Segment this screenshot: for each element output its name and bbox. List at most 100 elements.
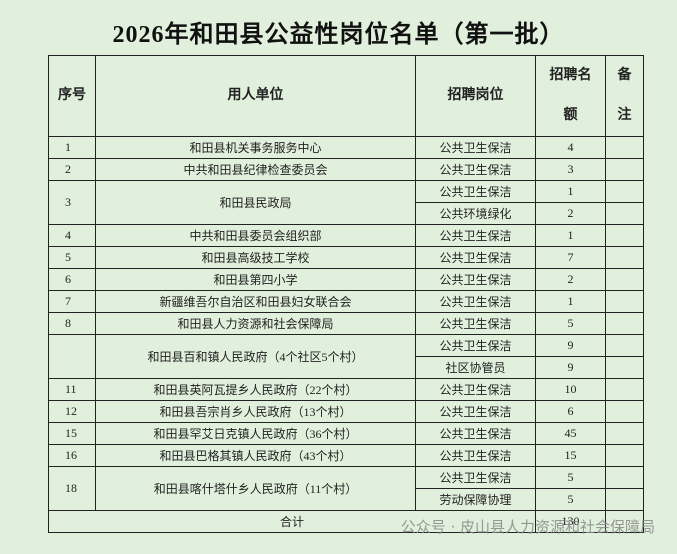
watermark: 公众号 · 皮山县人力资源和社会保障局 <box>400 518 655 536</box>
total-label: 合计 <box>48 510 536 533</box>
unit-cell: 和田县民政局 <box>95 180 416 225</box>
header-text: 序号 <box>58 88 86 103</box>
count-cell: 5 <box>535 312 606 335</box>
post-cell: 劳动保障协理 <box>415 488 536 511</box>
remark-cell <box>605 136 644 159</box>
header-text: 招聘岗位 <box>447 88 504 103</box>
table-row: 公共环境绿化 2 <box>49 202 644 225</box>
header-cell: 招聘岗位 <box>415 55 536 137</box>
table-row: 3 和田县民政局 公共卫生保洁 1 <box>48 180 644 225</box>
table-row: 4 中共和田县委员会组织部 公共卫生保洁 1 <box>48 224 644 247</box>
count-cell: 10 <box>535 378 606 401</box>
unit-cell: 和田县第四小学 <box>95 268 416 291</box>
count-cell: 15 <box>535 444 606 467</box>
remark-cell <box>605 488 644 511</box>
header-cell: 备注 <box>605 55 644 137</box>
count-cell: 5 <box>535 488 606 511</box>
serial-cell: 2 <box>48 158 96 181</box>
header-cell: 序号 <box>48 55 96 137</box>
table-row: 15 和田县罕艾日克镇人民政府（36个村） 公共卫生保洁 45 <box>48 422 644 445</box>
table-row: 5 和田县高级技工学校 公共卫生保洁 7 <box>48 246 644 269</box>
serial-cell: 12 <box>48 400 96 423</box>
title: 2026年和田县公益性岗位名单（第一批） <box>112 22 565 48</box>
header-text: 用人单位 <box>227 88 284 103</box>
header-row: 序号 用人单位 招聘岗位 招聘名额 备注 <box>48 55 644 137</box>
header-cell: 用人单位 <box>95 55 416 137</box>
serial-cell: 18 <box>48 466 96 511</box>
table-row: 18 和田县喀什塔什乡人民政府（11个村） 公共卫生保洁 5 <box>48 466 644 511</box>
remark-cell <box>605 444 644 467</box>
remark-cell <box>605 422 644 445</box>
serial-cell: 7 <box>48 290 96 313</box>
count-cell: 9 <box>535 334 606 357</box>
unit-cell: 和田县罕艾日克镇人民政府（36个村） <box>95 422 416 445</box>
count-cell: 3 <box>535 158 606 181</box>
table-row: 7 新疆维吾尔自治区和田县妇女联合会 公共卫生保洁 1 <box>48 290 644 313</box>
post-cell: 公共环境绿化 <box>415 202 536 225</box>
unit-cell: 和田县高级技工学校 <box>95 246 416 269</box>
remark-cell <box>605 466 644 489</box>
table-row: 8 和田县人力资源和社会保障局 公共卫生保洁 5 <box>48 312 644 335</box>
post-cell: 公共卫生保洁 <box>415 268 536 291</box>
serial-cell <box>48 334 96 379</box>
table-body: 1 和田县机关事务服务中心 公共卫生保洁 4 2 中共和田县纪律检查委员会 公共卫生保洁 3 3… <box>48 136 644 533</box>
post-cell: 公共卫生保洁 <box>415 290 536 313</box>
post-cell: 公共卫生保洁 <box>415 246 536 269</box>
table-row: 1 和田县机关事务服务中心 公共卫生保洁 4 <box>48 136 644 159</box>
post-cell: 公共卫生保洁 <box>415 378 536 401</box>
serial-cell: 11 <box>48 378 96 401</box>
serial-cell: 16 <box>48 444 96 467</box>
count-cell: 4 <box>535 136 606 159</box>
count-cell: 2 <box>535 202 606 225</box>
table: 序号 用人单位 招聘岗位 招聘名额 备注 1 和田县机关事务服务中心 公共卫生保洁 4… <box>48 55 644 533</box>
remark-cell <box>605 400 644 423</box>
serial-cell: 8 <box>48 312 96 335</box>
table-row: 11 和田县英阿瓦提乡人民政府（22个村） 公共卫生保洁 10 <box>48 378 644 401</box>
header-text: 备注 <box>617 68 632 123</box>
serial-cell: 15 <box>48 422 96 445</box>
count-cell: 9 <box>535 356 606 379</box>
total-count: 130 <box>535 510 606 533</box>
serial-cell: 1 <box>48 136 96 159</box>
unit-cell: 和田县百和镇人民政府（4个社区5个村） <box>95 334 416 379</box>
total-row: 合计 130 <box>48 510 644 533</box>
post-cell: 公共卫生保洁 <box>415 224 536 247</box>
remark-cell <box>605 334 644 357</box>
remark-cell <box>605 246 644 269</box>
remark-cell <box>605 202 644 225</box>
post-cell: 公共卫生保洁 <box>415 444 536 467</box>
post-cell: 公共卫生保洁 <box>415 400 536 423</box>
unit-cell: 和田县人力资源和社会保障局 <box>95 312 416 335</box>
unit-cell: 中共和田县纪律检查委员会 <box>95 158 416 181</box>
remark-cell <box>605 378 644 401</box>
remark-cell <box>605 180 644 203</box>
table-row: 社区协管员 9 <box>49 356 644 379</box>
remark-cell <box>605 356 644 379</box>
unit-cell: 和田县英阿瓦提乡人民政府（22个村） <box>95 378 416 401</box>
table-row: 2 中共和田县纪律检查委员会 公共卫生保洁 3 <box>48 158 644 181</box>
post-cell: 公共卫生保洁 <box>415 158 536 181</box>
serial-cell: 3 <box>48 180 96 225</box>
remark-cell <box>605 312 644 335</box>
count-cell: 1 <box>535 290 606 313</box>
table-row: 和田县百和镇人民政府（4个社区5个村） 公共卫生保洁 9 <box>48 334 644 379</box>
post-cell: 公共卫生保洁 <box>415 466 536 489</box>
post-cell: 公共卫生保洁 <box>415 136 536 159</box>
count-cell: 5 <box>535 466 606 489</box>
count-cell: 2 <box>535 268 606 291</box>
table-row: 12 和田县吾宗肖乡人民政府（13个村） 公共卫生保洁 6 <box>48 400 644 423</box>
remark-cell <box>605 224 644 247</box>
count-cell: 1 <box>535 180 606 203</box>
post-cell: 公共卫生保洁 <box>415 312 536 335</box>
serial-cell: 5 <box>48 246 96 269</box>
serial-cell: 6 <box>48 268 96 291</box>
unit-cell: 和田县吾宗肖乡人民政府（13个村） <box>95 400 416 423</box>
unit-cell: 和田县喀什塔什乡人民政府（11个村） <box>95 466 416 511</box>
serial-cell: 4 <box>48 224 96 247</box>
unit-cell: 和田县巴格其镇人民政府（43个村） <box>95 444 416 467</box>
post-cell: 公共卫生保洁 <box>415 422 536 445</box>
table-row: 16 和田县巴格其镇人民政府（43个村） 公共卫生保洁 15 <box>48 444 644 467</box>
remark-cell <box>605 158 644 181</box>
remark-cell <box>605 290 644 313</box>
